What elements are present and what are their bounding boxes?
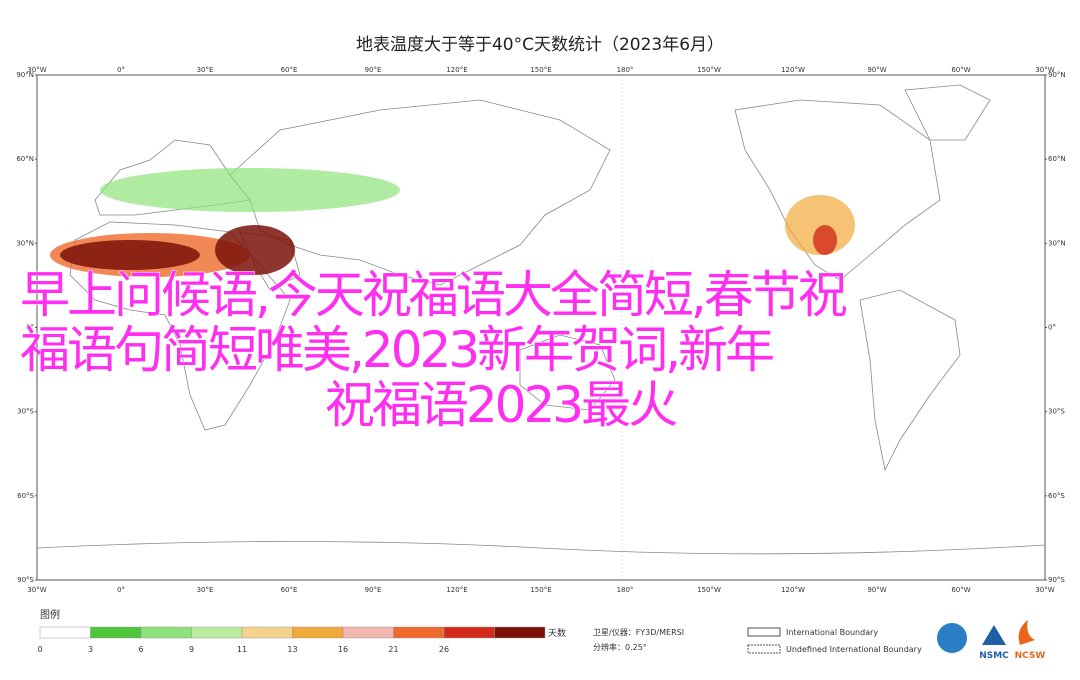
map-title: 地表温度大于等于40°C天数统计（2023年6月） <box>356 35 724 55</box>
longitude-label: 30°W <box>27 586 46 594</box>
legend-value: 13 <box>287 645 297 654</box>
legend-swatch <box>342 626 394 639</box>
overlay-line: 福语句简短唯美,2023新年贺词,新年 <box>20 321 773 379</box>
longitude-label: 90°W <box>867 66 886 74</box>
longitude-label: 30°W <box>1035 586 1054 594</box>
latitude-label: 90°S <box>1048 576 1065 584</box>
latitude-label: 30°N <box>1048 239 1066 247</box>
legend-swatch <box>191 626 243 639</box>
latitude-label: 60°S <box>1048 492 1065 500</box>
longitude-label: 0° <box>117 66 125 74</box>
latitude-label: 90°N <box>1048 71 1066 79</box>
legend-swatch <box>494 626 546 639</box>
boundary-swatch <box>747 627 781 637</box>
legend-value: 3 <box>88 645 93 654</box>
legend-swatch <box>393 626 445 639</box>
overlay-text: 早上问候语,今天祝福语大全简短,春节祝 福语句简短唯美,2023新年贺词,新年 … <box>20 266 851 435</box>
latitude-label: 30°N <box>16 239 34 247</box>
overlay-line: 早上问候语,今天祝福语大全简短,春节祝 <box>20 266 847 324</box>
latitude-label: 60°S <box>17 492 34 500</box>
longitude-label: 90°E <box>365 586 382 594</box>
longitude-label: 150°E <box>530 66 551 74</box>
latitude-label: 60°N <box>1048 155 1066 163</box>
longitude-label: 90°E <box>365 66 382 74</box>
longitude-label: 150°W <box>697 586 721 594</box>
longitude-label: 180° <box>617 586 634 594</box>
boundary-label: International Boundary <box>786 628 878 637</box>
longitude-label: 120°W <box>781 66 805 74</box>
longitude-label: 30°W <box>1035 66 1054 74</box>
legend-value: 9 <box>189 645 194 654</box>
legend-value: 26 <box>439 645 449 654</box>
legend-swatch <box>241 626 293 639</box>
legend-swatch <box>39 626 91 639</box>
longitude-label: 180° <box>617 66 634 74</box>
overlay-line: 祝福语2023最火 <box>325 376 677 434</box>
latitude-label: 30°S <box>17 408 34 416</box>
longitude-label: 120°W <box>781 586 805 594</box>
longitude-label: 60°W <box>951 586 970 594</box>
longitude-label: 30°W <box>27 66 46 74</box>
boundary-swatch <box>747 644 781 654</box>
boundary-label: Undefined International Boundary <box>786 645 922 654</box>
logo-text: NCSW <box>1015 651 1046 661</box>
legend-swatch <box>140 626 192 639</box>
longitude-label: 30°E <box>197 586 214 594</box>
logos: NSMC NCSW <box>937 620 1045 661</box>
legend-value: 16 <box>338 645 348 654</box>
longitude-label: 60°W <box>951 66 970 74</box>
graticule-labels: 90°N 90°N 60°N 60°N 30°N 30°N 0° 0° 30°S 30°S 60°S… <box>16 66 1065 594</box>
legend-title: 图例 <box>40 608 60 621</box>
source-satellite: 卫星/仪器：FY3D/MERSI <box>593 628 684 637</box>
latitude-label: 90°S <box>17 576 34 584</box>
map-frame <box>36 74 1046 581</box>
legend-swatch <box>90 626 142 639</box>
legend-value: 6 <box>138 645 143 654</box>
latitude-label: 0° <box>1048 324 1056 332</box>
longitude-label: 60°E <box>281 586 298 594</box>
source-resolution: 分辨率：0.25° <box>593 642 647 652</box>
longitude-label: 0° <box>117 586 125 594</box>
longitude-label: 60°E <box>281 66 298 74</box>
longitude-label: 120°E <box>446 586 467 594</box>
longitude-label: 120°E <box>446 66 467 74</box>
legend-swatch <box>443 626 495 639</box>
legend-value: 11 <box>237 645 247 654</box>
longitude-label: 90°W <box>867 586 886 594</box>
latitude-label: 30°S <box>1048 408 1065 416</box>
latitude-label: 90°N <box>16 71 34 79</box>
legend-unit: 天数 <box>548 627 566 639</box>
logo-text: NSMC <box>979 651 1009 661</box>
latitude-label: 60°N <box>16 155 34 163</box>
legend: 0 3 6 9 11 13 16 21 26 <box>37 626 546 654</box>
legend-value: 0 <box>37 645 42 654</box>
longitude-label: 150°W <box>697 66 721 74</box>
legend-swatch <box>292 626 344 639</box>
latitude-label: 0° <box>26 324 34 332</box>
longitude-label: 30°E <box>197 66 214 74</box>
longitude-label: 150°E <box>530 586 551 594</box>
legend-value: 21 <box>388 645 398 654</box>
